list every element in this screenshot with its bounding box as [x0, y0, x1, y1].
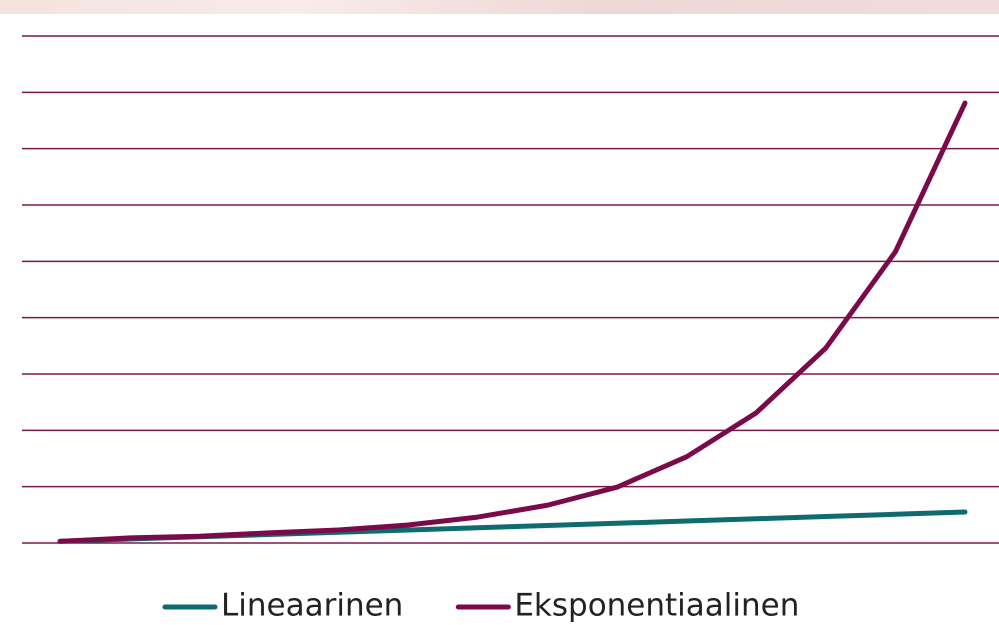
decorative-strip [0, 0, 999, 14]
legend-label: Lineaarinen [221, 588, 403, 624]
series-line [57, 100, 968, 544]
legend-label: Eksponentiaalinen [514, 588, 799, 624]
